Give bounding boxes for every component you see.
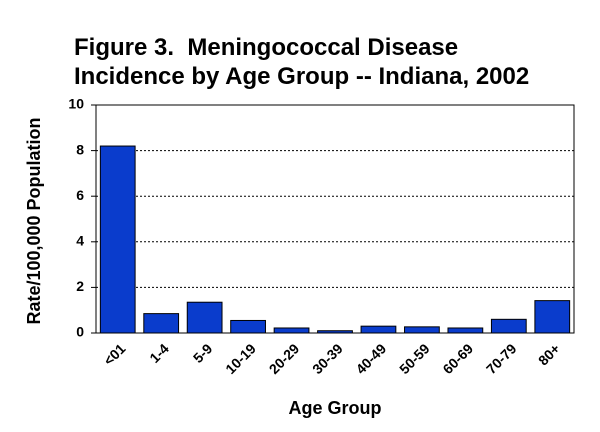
x-tick-label: 10-19 — [222, 340, 259, 377]
x-tick-label: 1-4 — [146, 340, 172, 366]
bar — [230, 319, 266, 334]
bar — [143, 313, 180, 334]
bar — [273, 327, 310, 334]
x-tick-label: 20-29 — [266, 340, 303, 377]
x-tick-label: 70-79 — [483, 340, 520, 377]
bar — [447, 327, 484, 334]
y-tick-label: 10 — [68, 96, 84, 112]
x-tick-label: 80+ — [535, 340, 563, 368]
x-tick-label: 5-9 — [190, 340, 216, 366]
bar — [490, 318, 527, 334]
x-tick-label: 30-39 — [309, 340, 346, 377]
bar — [534, 300, 571, 334]
x-tick-label: 40-49 — [353, 340, 390, 377]
x-tick-label: 60-69 — [439, 340, 476, 377]
y-tick-label: 2 — [76, 278, 84, 294]
y-tick-label: 8 — [76, 141, 84, 157]
chart-title: Figure 3. Meningococcal Disease — [74, 34, 458, 61]
chart-title: Incidence by Age Group -- Indiana, 2002 — [74, 63, 529, 90]
bar — [99, 145, 136, 334]
y-tick-label: 0 — [76, 324, 84, 340]
y-tick-label: 6 — [76, 187, 84, 203]
plot-frame — [95, 104, 575, 334]
bar — [186, 301, 223, 334]
bar — [360, 325, 397, 334]
x-tick-label: 50-59 — [396, 340, 433, 377]
y-tick-label: 4 — [76, 233, 84, 249]
bar — [404, 326, 440, 334]
y-axis-title: Rate/100,000 Population — [24, 117, 44, 324]
x-tick-label: <01 — [100, 340, 128, 368]
x-axis-title: Age Group — [289, 398, 382, 418]
